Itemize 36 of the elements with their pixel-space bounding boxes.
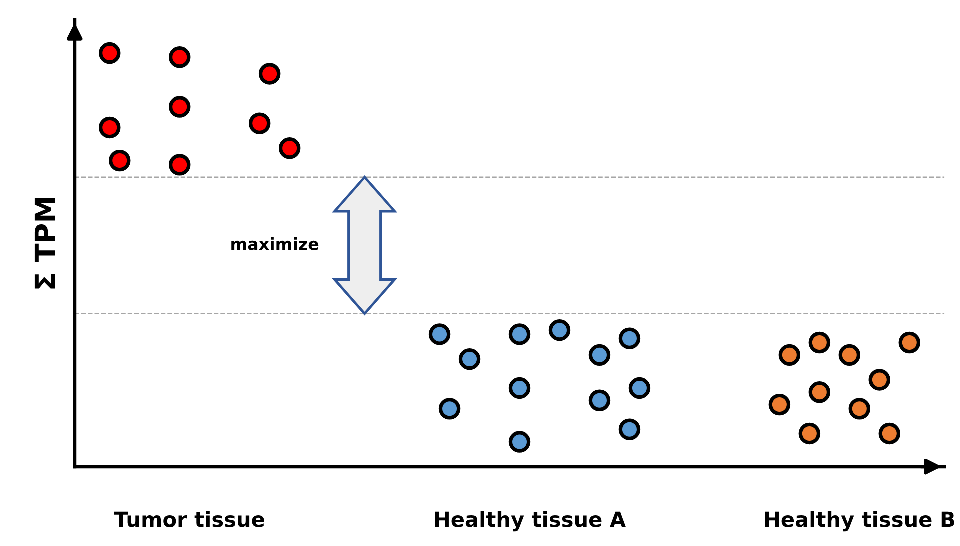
x-tick-label: Healthy tissue B <box>765 511 954 532</box>
point <box>628 377 651 400</box>
point <box>848 398 871 420</box>
point <box>548 320 571 342</box>
point <box>99 42 121 64</box>
point <box>278 138 301 160</box>
point <box>588 344 611 366</box>
point <box>508 377 531 400</box>
point <box>798 422 821 445</box>
point <box>168 46 191 68</box>
x-tick-label: Tumor tissue <box>114 511 264 528</box>
point <box>868 369 891 391</box>
point <box>878 422 901 445</box>
point <box>808 332 831 354</box>
point <box>168 96 191 118</box>
point <box>428 324 451 346</box>
point <box>588 390 611 412</box>
point <box>99 116 121 139</box>
y-axis-title: Σ TPM <box>34 198 56 289</box>
point <box>508 324 531 346</box>
point <box>768 394 791 416</box>
point <box>898 332 921 354</box>
point <box>618 328 641 350</box>
point <box>258 63 281 85</box>
point <box>248 112 271 134</box>
annotation: maximize <box>232 238 319 250</box>
x-tick-label: Healthy tissue A <box>435 511 626 532</box>
point <box>778 344 801 366</box>
point <box>458 348 481 370</box>
point <box>109 150 131 172</box>
point <box>438 398 461 420</box>
point <box>838 344 861 366</box>
point <box>168 154 191 176</box>
point <box>618 418 641 440</box>
point <box>808 382 831 404</box>
point <box>508 431 531 453</box>
